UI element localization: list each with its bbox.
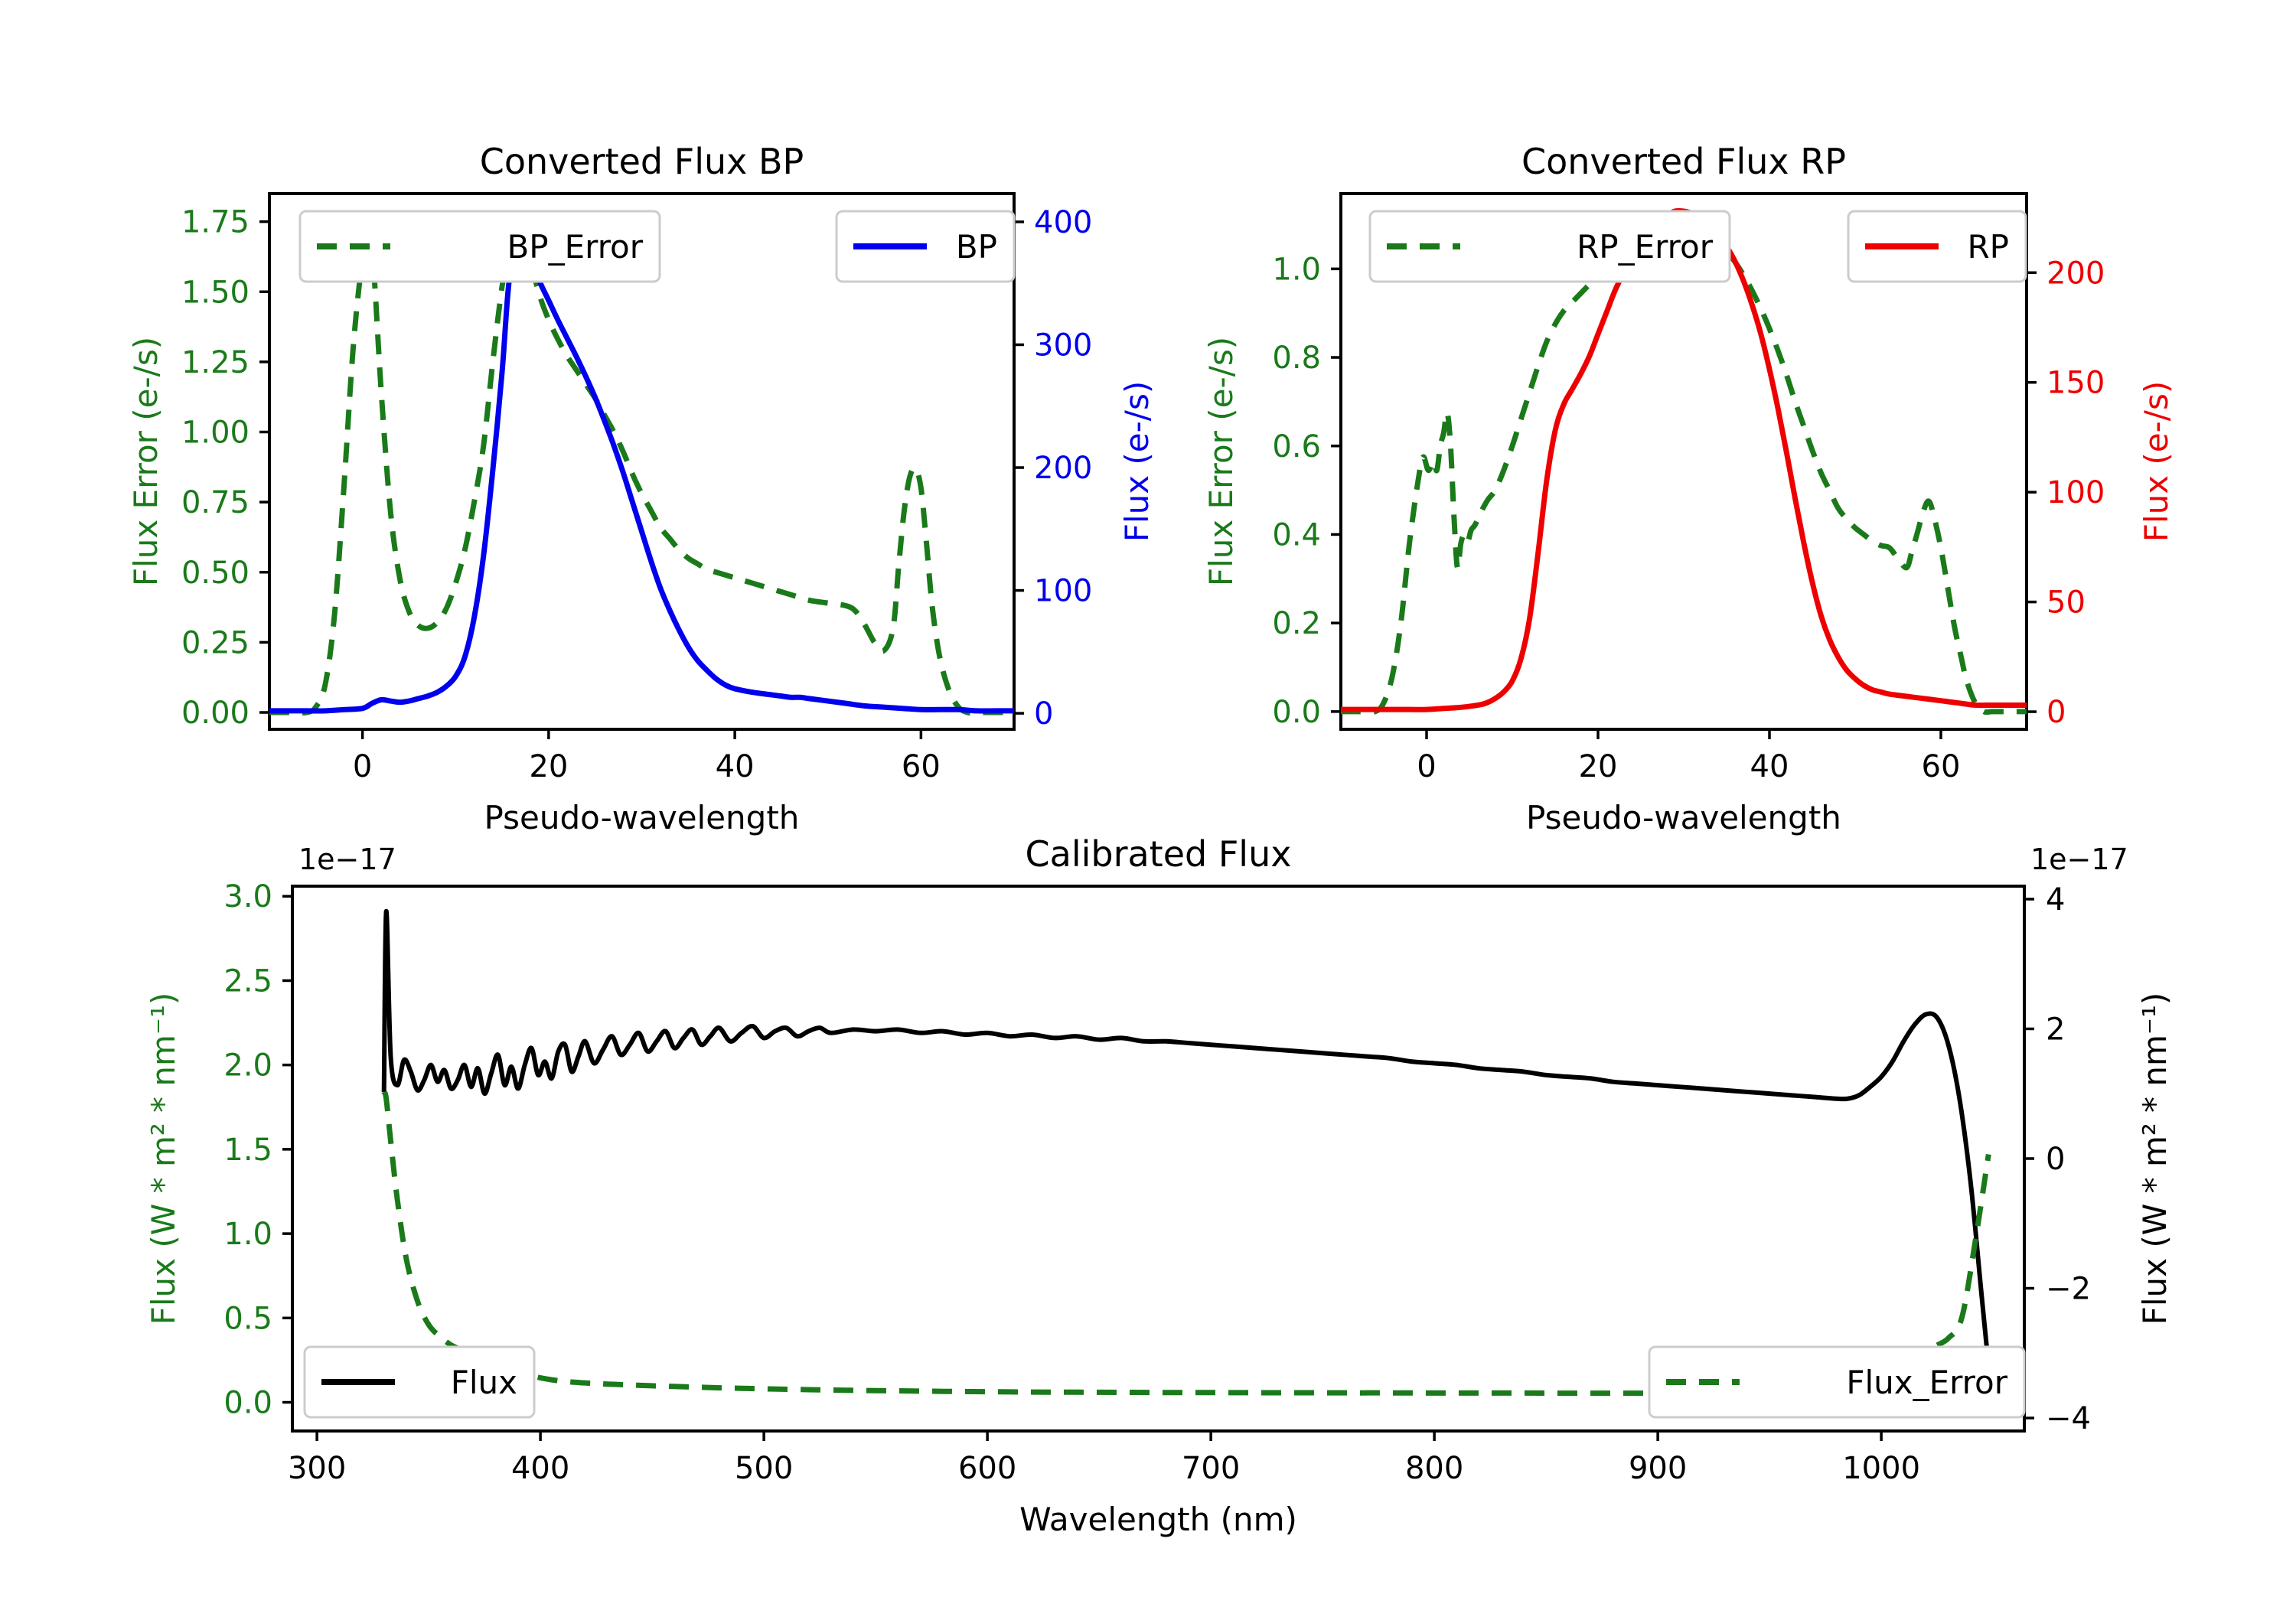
cal-ytick-left-label-4: 2.0: [223, 1048, 272, 1084]
bp-ylabel-right: Flux (e-/s): [1118, 381, 1156, 542]
bp-ytick-right-label-2: 200: [1034, 451, 1092, 486]
bp-error-line: [269, 213, 1014, 716]
rp-flux-legend-label: RP: [1967, 228, 2009, 266]
rp-error-legend-box[interactable]: [1368, 210, 1731, 283]
rp-ytick-right-label-0: 0: [2047, 695, 2066, 730]
bp-xtick-label-3: 60: [902, 749, 941, 784]
cal-ylabel-left: Flux (W * m² * nm⁻¹): [145, 993, 182, 1325]
bp-ytick-left-label-3: 0.75: [181, 485, 249, 520]
cal-xtick-label-4: 700: [1182, 1451, 1240, 1486]
cal-ytick-left-label-0: 0.0: [223, 1386, 272, 1421]
rp-ylabel-right: Flux (e-/s): [2138, 381, 2175, 542]
cal-ytick-left-label-2: 1.0: [223, 1217, 272, 1252]
bp-xlabel: Pseudo-wavelength: [484, 799, 800, 836]
rp-ytick-left-label-1: 0.2: [1272, 606, 1321, 641]
cal-flux-legend-box[interactable]: [303, 1345, 536, 1419]
cal-ytick-right-label-1: 2: [2046, 1012, 2065, 1047]
cal-xtick-label-2: 500: [735, 1451, 793, 1486]
cal-flux-error-legend-box[interactable]: [1648, 1345, 2026, 1419]
cal-ytick-left-label-5: 2.5: [223, 963, 272, 999]
cal-xtick-label-7: 1000: [1842, 1451, 1920, 1486]
rp-ytick-right-label-3: 150: [2047, 366, 2105, 401]
rp-ylabel-left: Flux Error (e-/s): [1202, 337, 1240, 586]
bp-flux-line: [269, 233, 1014, 714]
rp-title: Converted Flux RP: [1521, 141, 1846, 182]
bp-xtick-label-0: 0: [353, 749, 372, 784]
cal-flux-legend-label: Flux: [451, 1364, 517, 1401]
rp-xtick-label-3: 60: [1922, 749, 1961, 784]
rp-xlabel: Pseudo-wavelength: [1526, 799, 1841, 836]
panel-converted-flux-bp: Converted Flux BP 0 20 40 60 Pseudo-wavelengt…: [127, 141, 1156, 836]
cal-xtick-label-3: 600: [958, 1451, 1016, 1486]
rp-ytick-left-label-2: 0.4: [1272, 517, 1321, 553]
rp-ytick-left-label-0: 0.0: [1272, 695, 1321, 730]
bp-ytick-right-label-4: 400: [1034, 205, 1092, 240]
bp-ytick-right-label-3: 300: [1034, 328, 1092, 363]
panel-calibrated-flux: Calibrated Flux 300 400 500 600 700 800 900 1000…: [145, 833, 2174, 1538]
rp-xtick-label-1: 20: [1579, 749, 1618, 784]
bp-ytick-left-label-2: 0.50: [181, 556, 249, 591]
bp-ytick-left-label-6: 1.50: [181, 275, 249, 310]
bp-xtick-label-2: 40: [716, 749, 755, 784]
bp-xtick-label-1: 20: [529, 749, 568, 784]
bp-ytick-left-label-5: 1.25: [181, 345, 249, 380]
bp-ytick-left-label-0: 0.00: [181, 696, 249, 731]
bp-ytick-right-label-0: 0: [1034, 696, 1053, 732]
cal-xtick-label-0: 300: [288, 1451, 346, 1486]
rp-xtick-label-0: 0: [1417, 749, 1436, 784]
bp-ytick-left-label-7: 1.75: [181, 205, 249, 240]
rp-ytick-left-label-3: 0.6: [1272, 429, 1321, 464]
panel-converted-flux-rp: Converted Flux RP 0 20 40 60 Pseudo-wavelengt…: [1202, 141, 2175, 836]
bp-title: Converted Flux BP: [480, 141, 804, 182]
cal-xtick-label-1: 400: [511, 1451, 569, 1486]
rp-ytick-right-label-1: 50: [2047, 585, 2086, 621]
bp-flux-legend-label: BP: [956, 228, 997, 266]
bp-error-legend-label: BP_Error: [507, 228, 643, 266]
rp-ytick-left-label-4: 0.8: [1272, 341, 1321, 376]
rp-axes-frame: [1339, 192, 2028, 731]
bp-ylabel-left: Flux Error (e-/s): [127, 337, 165, 586]
cal-ytick-left-label-3: 1.5: [223, 1133, 272, 1168]
rp-ytick-right-label-2: 100: [2047, 475, 2105, 510]
bp-error-legend-box[interactable]: [298, 210, 661, 283]
bp-ytick-right-label-1: 100: [1034, 574, 1092, 609]
cal-xtick-label-5: 800: [1405, 1451, 1463, 1486]
cal-ytick-left-label-6: 3.0: [223, 879, 272, 914]
cal-title: Calibrated Flux: [1026, 833, 1292, 875]
cal-ylabel-right: Flux (W * m² * nm⁻¹): [2136, 993, 2174, 1325]
rp-ytick-right-label-4: 200: [2047, 256, 2105, 291]
cal-ytick-right-label-2: 0: [2046, 1142, 2065, 1177]
cal-offset-right: 1e−17: [2030, 843, 2128, 876]
cal-offset-left: 1e−17: [298, 843, 396, 876]
bp-ytick-left-label-1: 0.25: [181, 625, 249, 660]
rp-xtick-label-2: 40: [1750, 749, 1789, 784]
rp-error-legend-label: RP_Error: [1577, 228, 1714, 266]
cal-xtick-label-6: 900: [1629, 1451, 1687, 1486]
cal-ytick-left-label-1: 0.5: [223, 1301, 272, 1336]
cal-ytick-right-label-0: 4: [2046, 882, 2065, 918]
cal-xlabel: Wavelength (nm): [1019, 1501, 1297, 1538]
cal-flux-line: [381, 909, 1996, 1411]
cal-ytick-right-label-3: −2: [2046, 1272, 2091, 1307]
cal-flux-error-legend-label: Flux_Error: [1846, 1364, 2007, 1401]
bp-ytick-left-label-4: 1.00: [181, 416, 249, 451]
cal-ytick-right-label-4: −4: [2046, 1401, 2091, 1436]
rp-ytick-left-label-5: 1.0: [1272, 252, 1321, 287]
cal-axes-frame: [291, 885, 2026, 1433]
